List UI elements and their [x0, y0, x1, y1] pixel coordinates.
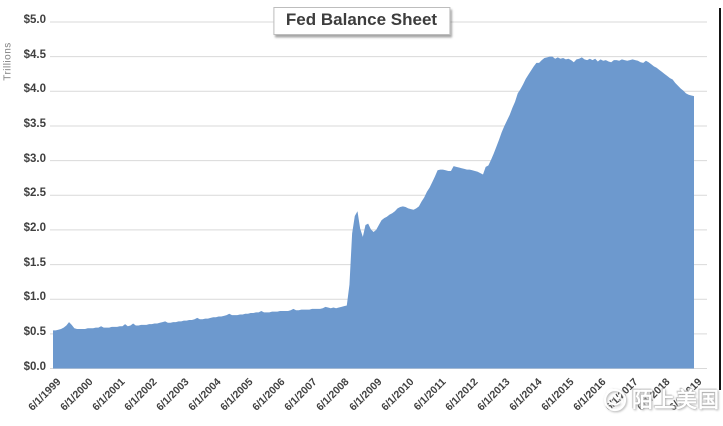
- y-tick-label: $2.0: [23, 221, 46, 234]
- y-tick-label: $3.0: [23, 152, 46, 165]
- chart-title-box: Fed Balance Sheet: [272, 7, 451, 35]
- y-tick-label: $5.0: [23, 14, 46, 26]
- y-tick-label: $0.5: [23, 325, 46, 338]
- chart-title: Fed Balance Sheet: [285, 10, 438, 29]
- screenshot-edge-artifact: [719, 8, 721, 390]
- y-tick-label: $0.0: [23, 360, 46, 373]
- y-tick-label: $4.5: [23, 48, 46, 61]
- y-tick-label: $1.5: [23, 256, 46, 269]
- y-tick-label: $2.5: [23, 187, 46, 200]
- y-tick-label: $3.5: [23, 117, 46, 130]
- area-series-fed-balance: [53, 56, 694, 369]
- y-tick-label: $4.0: [23, 83, 46, 96]
- y-tick-label: $1.0: [23, 291, 46, 304]
